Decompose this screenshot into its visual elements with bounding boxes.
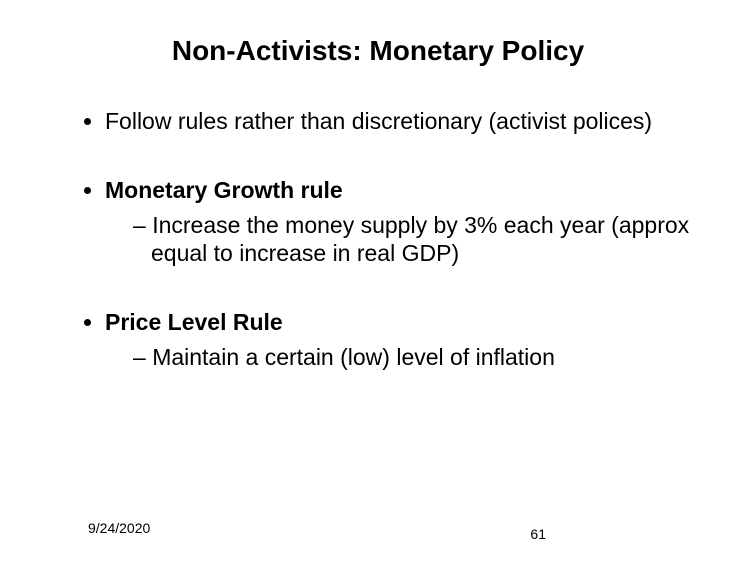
bullet-2: Monetary Growth rule Increase the money … [105,176,706,268]
bullet-3-sub-1-text: Maintain a certain (low) level of inflat… [152,344,555,370]
bullet-3: Price Level Rule Maintain a certain (low… [105,308,706,372]
bullet-3-sub-1: Maintain a certain (low) level of inflat… [133,343,706,372]
bullet-2-head: Monetary Growth rule [105,177,343,203]
bullet-2-sublist: Increase the money supply by 3% each yea… [105,211,706,269]
footer-date: 9/24/2020 [88,520,150,536]
slide-title: Non-Activists: Monetary Policy [50,35,706,67]
footer-page-number: 61 [530,526,546,542]
bullet-1: Follow rules rather than discretionary (… [105,107,706,136]
slide-container: Non-Activists: Monetary Policy Follow ru… [0,0,756,576]
bullet-list: Follow rules rather than discretionary (… [50,107,706,372]
bullet-2-sub-1-text: Increase the money supply by 3% each yea… [151,212,689,267]
bullet-1-text: Follow rules rather than discretionary (… [105,108,652,134]
bullet-3-head: Price Level Rule [105,309,283,335]
bullet-3-sublist: Maintain a certain (low) level of inflat… [105,343,706,372]
bullet-2-sub-1: Increase the money supply by 3% each yea… [133,211,706,269]
